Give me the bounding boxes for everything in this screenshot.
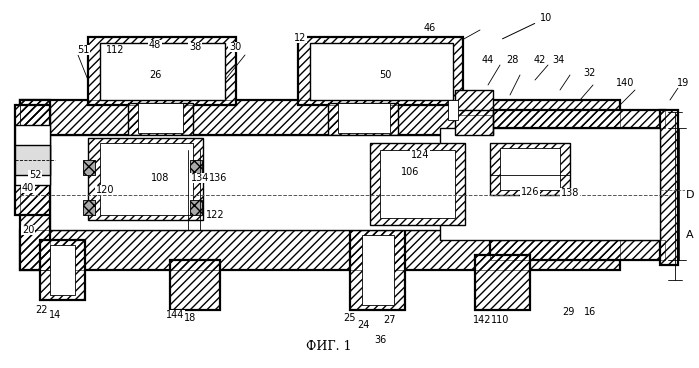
Polygon shape <box>100 143 193 215</box>
Text: 26: 26 <box>149 70 161 80</box>
Polygon shape <box>15 105 50 215</box>
Text: 46: 46 <box>424 23 436 33</box>
Text: 126: 126 <box>521 187 539 197</box>
Text: 42: 42 <box>534 55 546 65</box>
Polygon shape <box>190 200 202 215</box>
Polygon shape <box>40 240 85 300</box>
Polygon shape <box>362 235 394 305</box>
Text: 138: 138 <box>561 188 579 198</box>
Text: 40: 40 <box>22 183 34 193</box>
Polygon shape <box>455 90 493 115</box>
Polygon shape <box>370 143 465 225</box>
Text: 106: 106 <box>401 167 419 177</box>
Text: 51: 51 <box>77 45 89 55</box>
Text: 25: 25 <box>344 313 356 323</box>
Text: 50: 50 <box>379 70 391 80</box>
Polygon shape <box>660 110 678 265</box>
Text: 110: 110 <box>491 315 509 325</box>
Text: 38: 38 <box>189 42 201 52</box>
Polygon shape <box>50 135 490 230</box>
Polygon shape <box>380 150 455 218</box>
Text: 30: 30 <box>229 42 241 52</box>
Polygon shape <box>490 143 570 195</box>
Polygon shape <box>15 145 50 175</box>
Text: 144: 144 <box>166 310 185 320</box>
Text: 142: 142 <box>473 315 491 325</box>
Polygon shape <box>100 43 225 100</box>
Text: 108: 108 <box>151 173 169 183</box>
Text: 19: 19 <box>677 78 689 88</box>
Text: 14: 14 <box>49 310 61 320</box>
Polygon shape <box>350 230 405 310</box>
Polygon shape <box>15 125 50 185</box>
Text: A: A <box>686 230 694 240</box>
Text: 24: 24 <box>356 320 369 330</box>
Text: 44: 44 <box>482 55 494 65</box>
Text: D: D <box>686 190 694 200</box>
Polygon shape <box>50 245 75 295</box>
Polygon shape <box>490 240 665 260</box>
Text: 10: 10 <box>503 13 552 39</box>
Polygon shape <box>138 103 183 133</box>
Text: 48: 48 <box>149 40 161 50</box>
Polygon shape <box>20 100 50 270</box>
Text: ФИГ. 1: ФИГ. 1 <box>305 340 352 353</box>
Text: 52: 52 <box>29 170 41 180</box>
Text: 32: 32 <box>584 68 596 78</box>
Polygon shape <box>20 100 620 135</box>
Polygon shape <box>440 128 660 240</box>
Polygon shape <box>490 110 665 128</box>
Polygon shape <box>455 110 493 135</box>
Polygon shape <box>170 260 220 310</box>
Text: 134: 134 <box>191 173 209 183</box>
Polygon shape <box>83 160 95 175</box>
Text: 136: 136 <box>209 173 227 183</box>
Polygon shape <box>475 255 530 310</box>
Polygon shape <box>88 138 203 220</box>
Polygon shape <box>190 160 202 175</box>
Text: 16: 16 <box>584 307 596 317</box>
Text: 20: 20 <box>22 225 34 235</box>
Polygon shape <box>500 148 560 190</box>
Text: 27: 27 <box>384 315 396 325</box>
Polygon shape <box>338 103 390 133</box>
Text: 29: 29 <box>562 307 574 317</box>
Polygon shape <box>310 43 453 100</box>
Polygon shape <box>448 100 458 120</box>
Text: 120: 120 <box>96 185 114 195</box>
Text: 36: 36 <box>374 335 386 345</box>
Text: 28: 28 <box>506 55 518 65</box>
Polygon shape <box>128 103 193 135</box>
Polygon shape <box>88 37 236 105</box>
Text: 18: 18 <box>184 313 196 323</box>
Polygon shape <box>328 103 398 135</box>
Text: 12: 12 <box>294 33 306 43</box>
Polygon shape <box>298 37 463 105</box>
Text: 112: 112 <box>106 45 124 55</box>
Polygon shape <box>83 200 95 215</box>
Text: 22: 22 <box>36 305 48 315</box>
Text: 122: 122 <box>206 210 224 220</box>
Text: 34: 34 <box>552 55 564 65</box>
Text: 140: 140 <box>616 78 634 88</box>
Text: 124: 124 <box>411 150 429 160</box>
Polygon shape <box>20 230 620 270</box>
